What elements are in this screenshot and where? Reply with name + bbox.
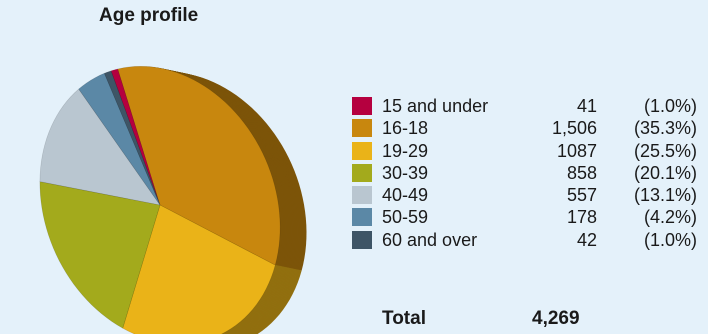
legend-swatch: [352, 230, 372, 249]
pie-slice-30-39: [39, 181, 161, 329]
pie-slice-40-49: [39, 88, 161, 206]
legend-swatch: [352, 119, 372, 138]
pie-slice-15-and-under: [110, 68, 161, 206]
legend-label: 15 and under: [382, 96, 489, 116]
pie-chart: [39, 65, 307, 334]
legend-label: 50-59: [382, 207, 429, 228]
legend-swatch: [352, 186, 372, 205]
legend-percent: (13.1%): [633, 185, 697, 206]
pie-slice-60-and-over: [103, 70, 161, 206]
legend-count: 42: [576, 229, 597, 250]
legend-percent: (4.2%): [643, 207, 697, 228]
legend-label: 19-29: [382, 140, 429, 161]
legend-percent: (1.0%): [643, 229, 697, 250]
pie-top: [39, 65, 281, 334]
legend-count: 41: [576, 96, 597, 116]
legend-count: 557: [566, 185, 597, 206]
legend-label: 30-39: [382, 162, 429, 183]
pie-slice-19-29: [122, 204, 276, 334]
legend-swatch: [352, 163, 372, 182]
legend-count: 1,506: [551, 118, 597, 139]
legend-percent: (25.5%): [633, 140, 697, 161]
legend-label: 16-18: [382, 118, 429, 139]
legend-swatch: [352, 208, 372, 227]
legend-count: 858: [566, 162, 597, 183]
total-value: 4,269: [532, 308, 580, 329]
legend-percent: (20.1%): [633, 162, 697, 183]
legend-count: 178: [566, 207, 597, 228]
total-label: Total: [382, 308, 426, 329]
pie-slice-50-59: [78, 72, 161, 206]
legend-label: 40-49: [382, 185, 429, 206]
legend-count: 1087: [556, 140, 597, 161]
legend-swatch: [352, 141, 372, 160]
chart-title: Age profile: [99, 5, 199, 26]
legend-percent: (1.0%): [643, 96, 697, 116]
pie-slice-16-18: [117, 65, 281, 266]
legend-percent: (35.3%): [633, 118, 697, 139]
legend-label: 60 and over: [382, 229, 478, 250]
legend-swatch: [352, 97, 372, 115]
